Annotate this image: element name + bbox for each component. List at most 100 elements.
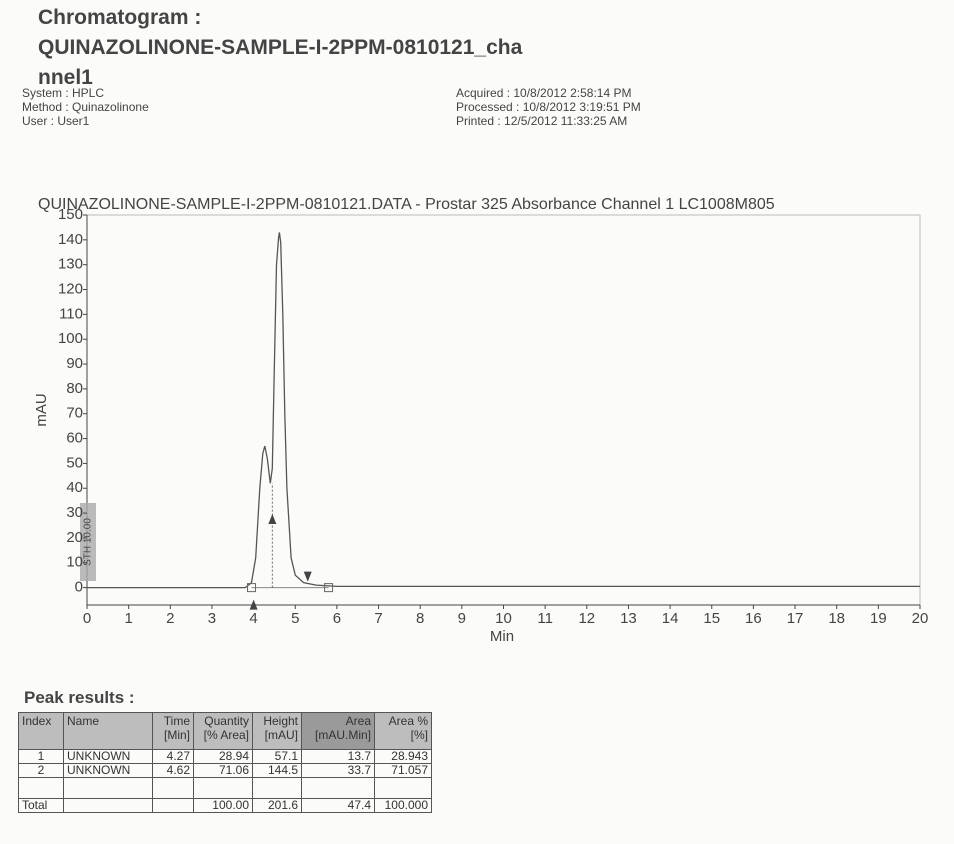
method: Method : Quinazolinone — [22, 100, 149, 114]
y-tick-label: 70 — [66, 405, 83, 422]
cell — [63, 798, 153, 813]
column-unit: [mAU.Min] — [314, 728, 371, 742]
blank-row — [18, 777, 432, 799]
cell — [18, 777, 64, 799]
chart-title: QUINAZOLINONE-SAMPLE-I-2PPM-0810121.DATA… — [38, 196, 775, 213]
cell: UNKNOWN — [63, 749, 153, 764]
x-tick-label: 1 — [124, 610, 132, 627]
cell — [63, 777, 153, 799]
y-tick-label: 120 — [58, 280, 83, 297]
baseline-point — [247, 583, 257, 593]
cell: 100.00 — [193, 798, 253, 813]
cell: UNKNOWN — [63, 763, 153, 778]
x-axis-label: Min — [490, 628, 514, 645]
cell: 100.000 — [374, 798, 432, 813]
y-tick-label: 0 — [75, 579, 83, 596]
cell: 201.6 — [252, 798, 302, 813]
column-name: Quantity — [204, 714, 249, 728]
baseline-point — [324, 583, 334, 593]
x-tick-label: 8 — [416, 610, 424, 627]
chart: QUINAZOLINONE-SAMPLE-I-2PPM-0810121.DATA… — [33, 196, 929, 645]
column-header: Index — [18, 712, 64, 750]
x-tick-label: 18 — [828, 610, 845, 627]
y-tick-label: 90 — [66, 355, 83, 372]
x-tick-label: 12 — [578, 610, 595, 627]
processed: Processed : 10/8/2012 3:19:51 PM — [456, 100, 641, 114]
cell — [374, 777, 432, 799]
title: QUINAZOLINONE-SAMPLE-I-2PPM-0810121_cha — [38, 36, 523, 59]
y-tick-label: 30 — [66, 504, 83, 521]
column-header: Name — [63, 712, 153, 750]
y-tick-label: 110 — [59, 305, 83, 322]
total-row: Total 100.00 201.6 47.4 100.000 — [18, 798, 432, 813]
annotation: STH 10.00 — [83, 518, 94, 566]
column-name: Area — [345, 714, 371, 728]
table-title: Peak results : — [24, 688, 135, 707]
y-tick-label: 10 — [66, 554, 83, 571]
x-tick-label: 2 — [166, 610, 174, 627]
system: System : HPLC — [22, 86, 105, 100]
cell: 1 — [18, 749, 64, 764]
x-tick-label: 6 — [333, 610, 341, 627]
cell: 13.7 — [301, 749, 375, 764]
column-unit: [%] — [410, 728, 428, 742]
column-header: Quantity [% Area] — [193, 712, 253, 750]
title: Chromatogram : — [38, 6, 202, 29]
column-unit: [mAU] — [264, 728, 298, 742]
column-header: Area [mAU.Min] — [301, 712, 375, 750]
trace — [87, 232, 920, 589]
cell: 33.7 — [301, 763, 375, 778]
data-row: 2 UNKNOWN 4.62 71.06 144.5 33.7 71.057 — [18, 763, 432, 778]
column-name: Index — [22, 714, 52, 728]
cell: 71.057 — [374, 763, 432, 778]
cell — [152, 777, 194, 799]
peak-arrow — [303, 571, 312, 582]
column-header: Area % [%] — [374, 712, 432, 750]
y-tick-label: 50 — [66, 454, 83, 471]
column-unit: [Min] — [163, 728, 190, 742]
column-name: Height — [263, 714, 298, 728]
column-name: Time — [163, 714, 190, 728]
column-header: Height [mAU] — [252, 712, 302, 750]
cell — [193, 777, 253, 799]
peak-arrow — [249, 599, 258, 610]
cell: 71.06 — [193, 763, 253, 778]
y-tick-label: 20 — [66, 529, 83, 546]
x-tick-label: 14 — [662, 610, 679, 627]
y-tick-label: 150 — [58, 206, 83, 223]
cell — [301, 777, 375, 799]
column-name: Area % — [388, 714, 428, 728]
peak-table: Index Name Time [Min] Quantity [% Area] Height… — [18, 712, 432, 813]
x-tick-label: 16 — [745, 610, 762, 627]
user: User : User1 — [22, 114, 90, 128]
cell: 4.62 — [152, 763, 194, 778]
column-name: Name — [67, 714, 100, 728]
y-tick-label: 100 — [58, 330, 83, 347]
cell — [252, 777, 302, 799]
x-tick-label: 9 — [458, 610, 466, 627]
x-tick-label: 5 — [291, 610, 299, 627]
cell — [152, 798, 194, 813]
peak-arrow — [268, 514, 277, 525]
cell: Total — [18, 798, 64, 813]
x-tick-label: 10 — [495, 610, 512, 627]
y-tick-label: 130 — [58, 256, 83, 273]
x-tick-label: 7 — [374, 610, 382, 627]
column-unit: [% Area] — [203, 728, 249, 742]
x-tick-label: 15 — [703, 610, 720, 627]
x-tick-label: 20 — [912, 610, 929, 627]
y-tick-label: 140 — [58, 231, 83, 248]
x-tick-label: 11 — [537, 610, 553, 627]
cell: 2 — [18, 763, 64, 778]
x-tick-label: 13 — [620, 610, 637, 627]
cell: 144.5 — [252, 763, 302, 778]
cell: 47.4 — [301, 798, 375, 813]
header-row: Index Name Time [Min] Quantity [% Area] Height… — [18, 712, 432, 750]
x-tick-label: 17 — [787, 610, 804, 627]
y-tick-label: 80 — [66, 380, 83, 397]
column-header: Time [Min] — [152, 712, 194, 750]
x-tick-label: 4 — [249, 610, 257, 627]
y-axis-label: mAU — [33, 393, 50, 426]
printed: Printed : 12/5/2012 11:33:25 AM — [456, 114, 628, 128]
